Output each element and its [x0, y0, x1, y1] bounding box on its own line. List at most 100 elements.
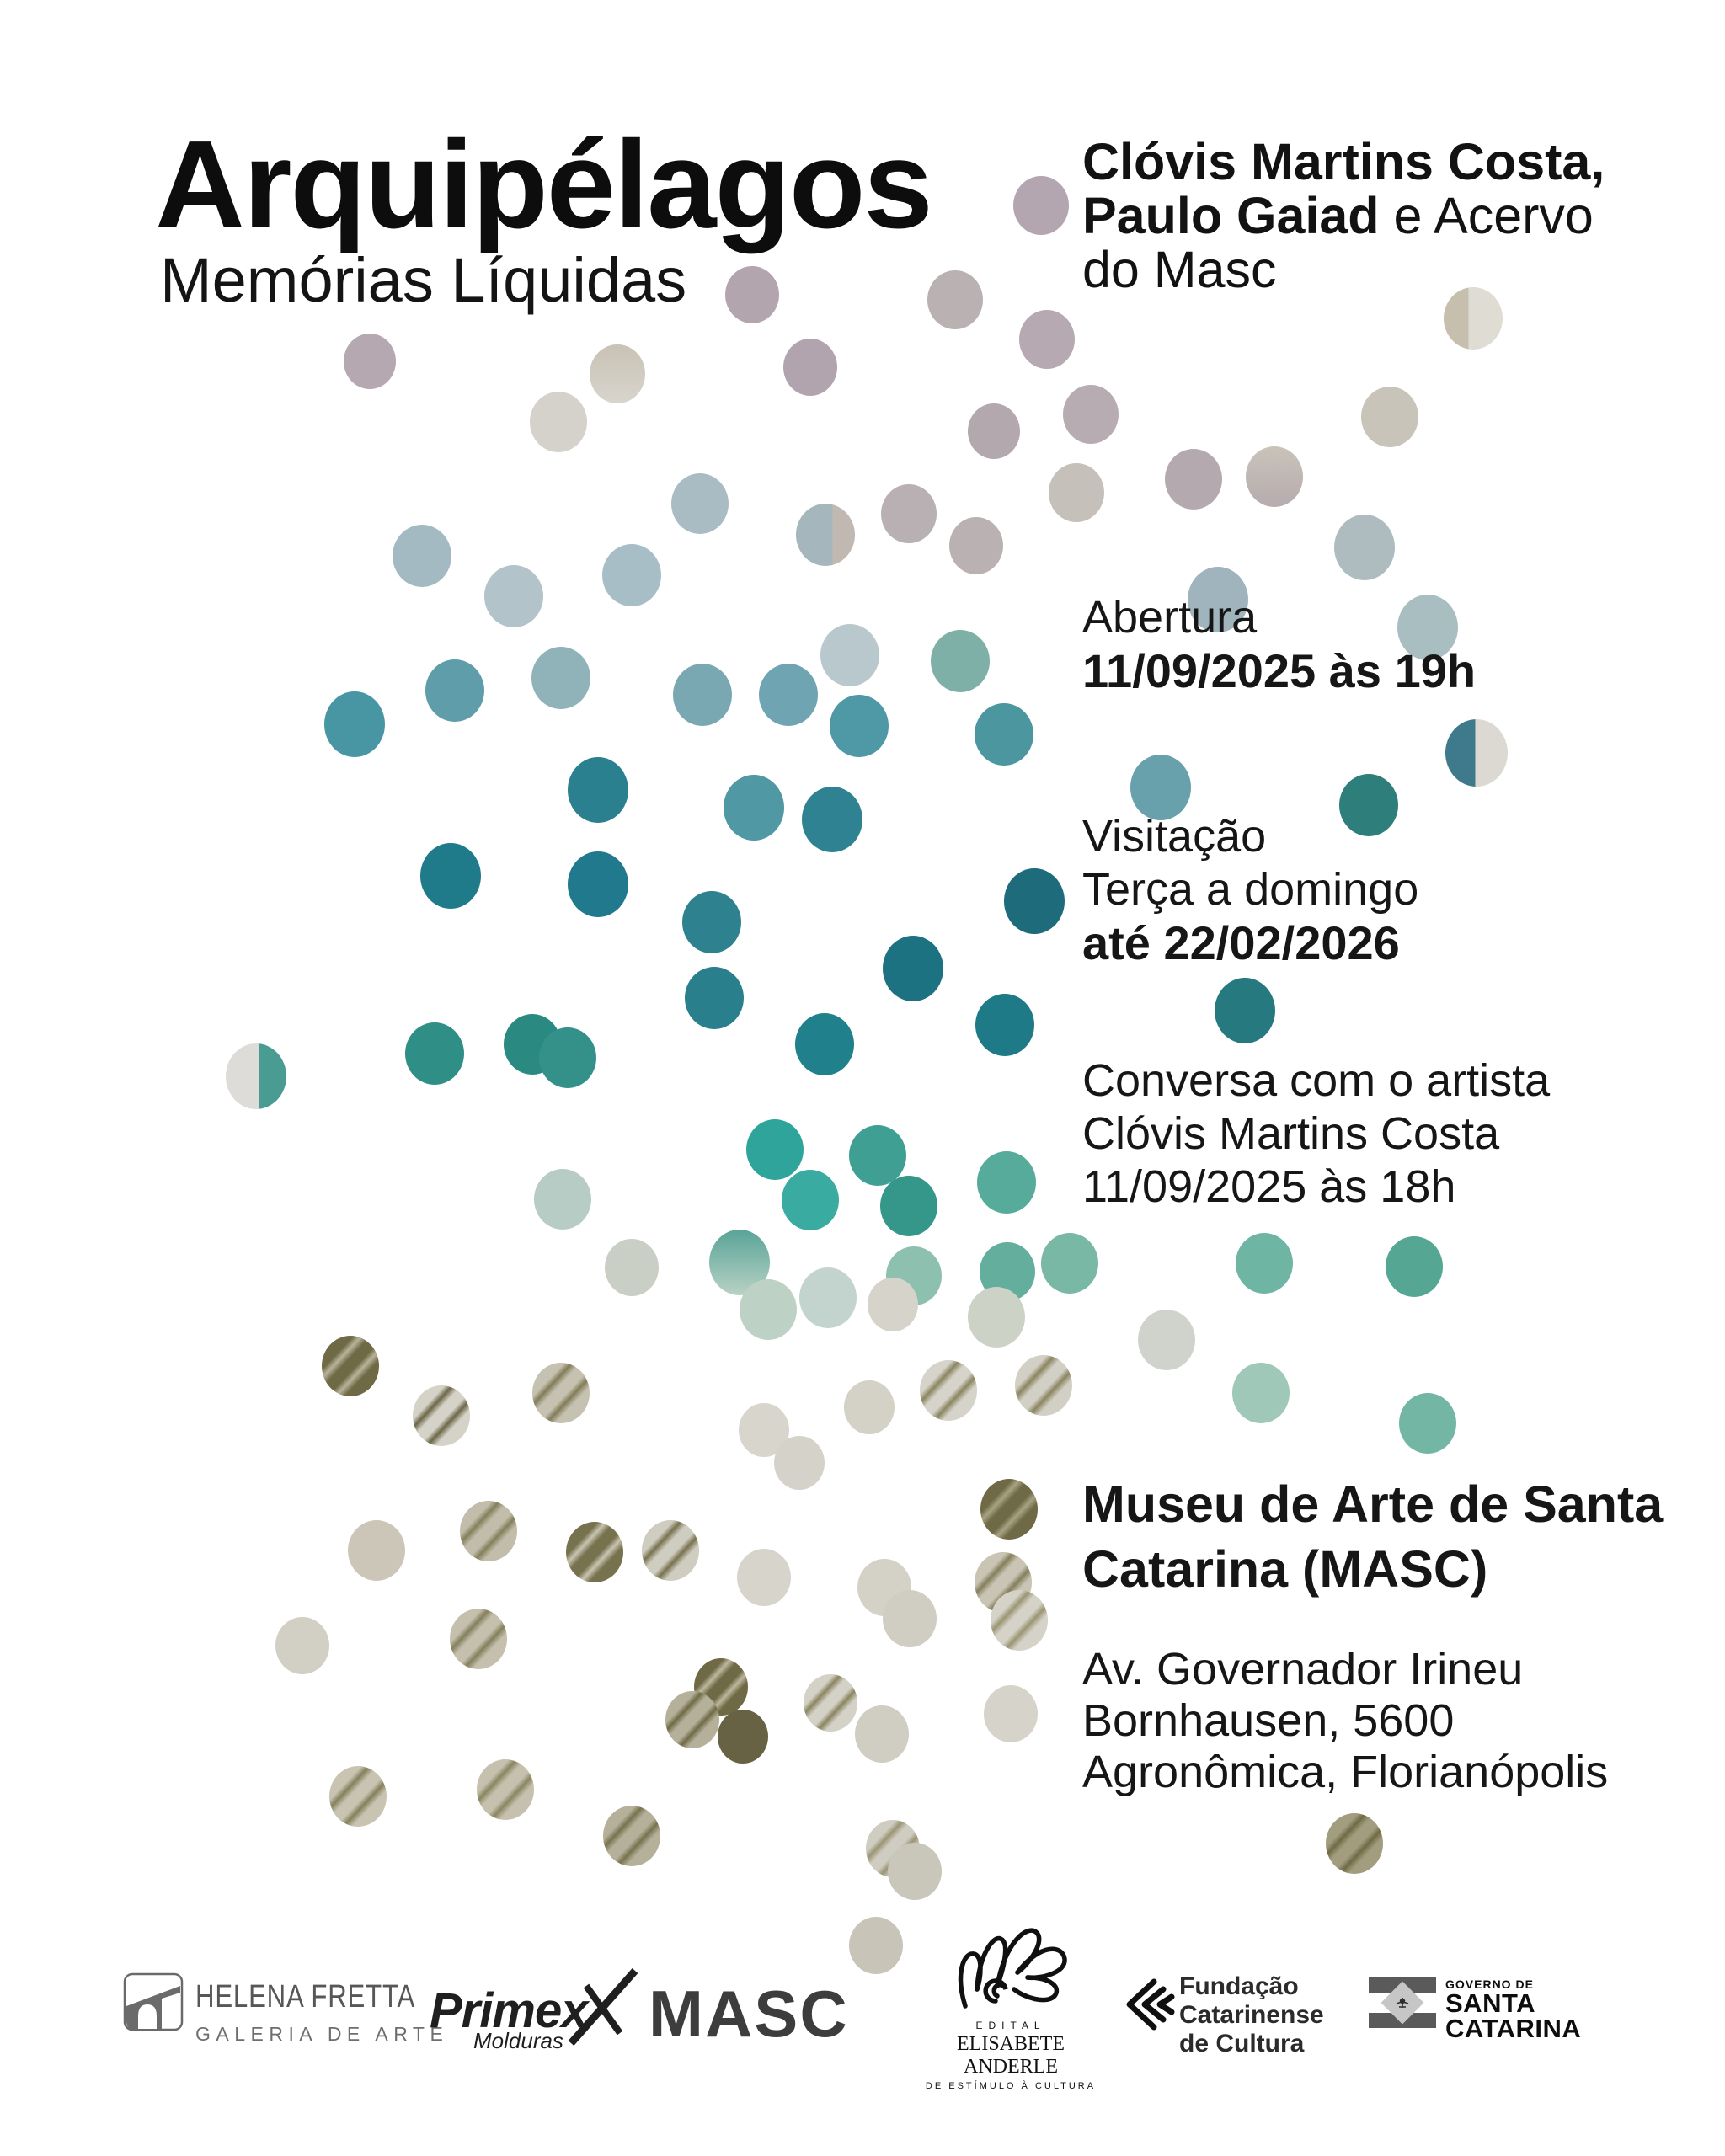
dot — [393, 525, 451, 587]
dot — [724, 775, 784, 841]
governo-sc-flag-icon — [1369, 1977, 1436, 2028]
visiting-days: Terça a domingo — [1082, 864, 1419, 915]
dot — [1019, 310, 1075, 369]
fcc-logo: Fundação Catarinense de Cultura — [1179, 1972, 1324, 2058]
venue-name-line2: Catarina (MASC) — [1082, 1540, 1488, 1598]
dot — [1339, 774, 1398, 836]
dot — [759, 664, 818, 726]
dot — [855, 1705, 909, 1763]
primex-slash-icon — [568, 1968, 638, 2046]
dot — [642, 1520, 699, 1581]
dot — [746, 1119, 804, 1180]
visiting-label: Visitação — [1082, 811, 1267, 862]
dot — [796, 504, 855, 566]
opening-label: Abertura — [1082, 592, 1258, 643]
dot — [425, 659, 484, 722]
dot — [1246, 446, 1303, 507]
dot — [1386, 1236, 1443, 1297]
dot — [413, 1385, 470, 1446]
opening-block: Abertura 11/09/2025 às 19h — [1082, 591, 1476, 697]
dot — [348, 1520, 405, 1581]
dot — [603, 1806, 660, 1866]
dot — [1041, 1233, 1098, 1294]
dot — [968, 1287, 1025, 1348]
dot — [226, 1043, 286, 1109]
dot — [980, 1242, 1035, 1301]
credits-block: Clóvis Martins Costa, Paulo Gaiad e Acer… — [1082, 135, 1605, 296]
governo-line1: GOVERNO DE — [1445, 1977, 1534, 1991]
dot — [1015, 1355, 1072, 1416]
visiting-until: até 22/02/2026 — [1082, 916, 1400, 969]
fcc-line2: Catarinense — [1179, 2001, 1324, 2029]
dot — [590, 344, 645, 403]
elisabete-anderle-edital: EDITAL — [975, 2020, 1046, 2031]
dot — [820, 624, 879, 686]
dot — [568, 851, 628, 917]
dot — [737, 1549, 791, 1606]
governo-sc-logo: GOVERNO DE SANTA CATARINA — [1445, 1977, 1581, 2041]
dot — [830, 695, 889, 757]
talk-line3: 11/09/2025 às 18h — [1082, 1161, 1456, 1212]
dot — [804, 1674, 857, 1732]
dot — [1361, 387, 1418, 447]
dot — [782, 1170, 839, 1230]
poster-title: Arquipélagos — [155, 115, 933, 254]
dot — [1232, 1363, 1290, 1423]
dot — [1049, 463, 1104, 522]
dot — [539, 1027, 596, 1088]
poster-subtitle: Memórias Líquidas — [160, 245, 687, 315]
opening-datetime: 11/09/2025 às 19h — [1082, 644, 1477, 697]
dot — [1130, 755, 1191, 820]
dot — [881, 484, 937, 543]
dot — [1004, 868, 1065, 934]
dot — [566, 1522, 623, 1582]
dot — [532, 1363, 590, 1423]
helena-fretta-name: HELENA FRETTA — [195, 1979, 416, 2015]
dot — [1444, 287, 1503, 350]
venue-name: Museu de Arte de Santa Catarina (MASC) — [1082, 1472, 1663, 1602]
dot — [975, 703, 1033, 766]
governo-line3: CATARINA — [1445, 2014, 1582, 2043]
masc-logo: MASC — [649, 1977, 849, 2051]
dot — [1138, 1310, 1195, 1370]
governo-line2: SANTA — [1445, 1988, 1535, 2018]
dot — [531, 647, 590, 709]
fcc-line1: Fundação — [1179, 1972, 1299, 2000]
elisabete-anderle-logo: EDITAL ELISABETE ANDERLE DE ESTÍMULO À C… — [918, 1924, 1103, 2091]
dot — [1188, 567, 1248, 632]
dot — [420, 843, 481, 909]
dot — [665, 1691, 719, 1748]
dot — [718, 1710, 768, 1764]
dot — [530, 392, 587, 452]
dot — [1445, 719, 1508, 787]
dot — [605, 1239, 659, 1296]
dot — [460, 1501, 517, 1561]
credits-line1: Clóvis Martins Costa, — [1082, 133, 1605, 190]
dot — [783, 339, 837, 396]
dot — [534, 1169, 591, 1230]
dot — [739, 1403, 789, 1457]
dot — [450, 1609, 507, 1669]
fcc-line3: de Cultura — [1179, 2030, 1305, 2057]
dot — [602, 544, 661, 606]
dot — [888, 1843, 942, 1900]
dot — [477, 1759, 534, 1820]
credits-line3: do Masc — [1082, 241, 1277, 298]
helena-fretta-logo: HELENA FRETTA GALERIA DE ARTE — [195, 1979, 463, 2046]
dot — [1236, 1233, 1293, 1294]
helena-fretta-gallery-icon — [123, 1972, 184, 2036]
address-line1: Av. Governador Irineu — [1082, 1644, 1524, 1694]
dot — [949, 517, 1003, 574]
visiting-block: Visitação Terça a domingo até 22/02/2026 — [1082, 810, 1418, 969]
dot — [1399, 1393, 1456, 1454]
dot — [682, 891, 741, 953]
dot — [975, 994, 1034, 1056]
dot — [740, 1279, 797, 1340]
dot — [1397, 595, 1458, 660]
dot — [774, 1436, 825, 1490]
dot — [849, 1125, 906, 1186]
address-line2: Bornhausen, 5600 — [1082, 1695, 1455, 1746]
dot — [1013, 176, 1069, 235]
